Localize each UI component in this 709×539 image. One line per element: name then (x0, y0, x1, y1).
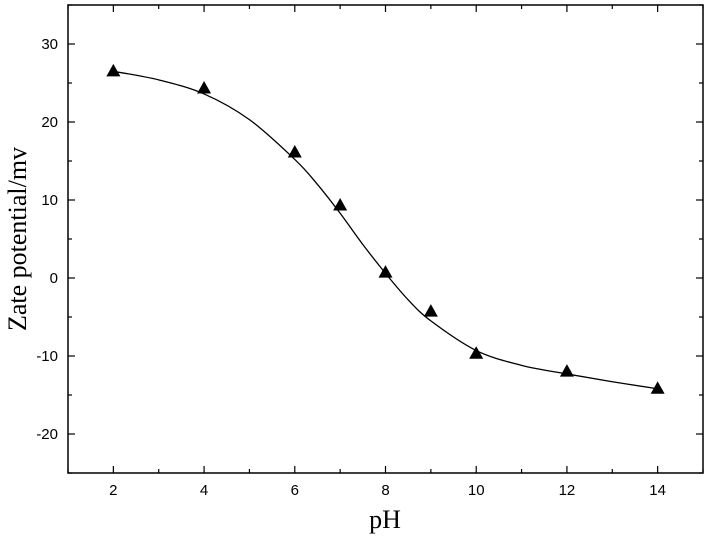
data-point-triangle (197, 81, 212, 94)
data-point-triangle (423, 304, 438, 317)
y-tick-label: -20 (36, 426, 58, 443)
x-tick-label: 12 (559, 482, 576, 499)
x-tick-label: 4 (200, 482, 208, 499)
y-tick-label: -10 (36, 348, 58, 365)
y-tick-label: 10 (41, 192, 58, 209)
x-axis-ticks: 2 4 6 8 10 12 14 (67, 5, 704, 499)
fit-curve (113, 70, 658, 390)
data-point-triangle (469, 346, 484, 359)
data-point-triangle (559, 364, 574, 377)
y-tick-label: 30 (41, 36, 58, 53)
y-tick-label: 0 (50, 270, 58, 287)
data-point-triangle (106, 63, 121, 77)
y-axis-title: Zate potential/mv (3, 147, 32, 331)
plot-frame (67, 4, 704, 474)
data-points (106, 63, 665, 394)
x-axis-title: pH (369, 505, 401, 534)
data-point-triangle (287, 144, 302, 158)
data-point-triangle (333, 198, 348, 211)
x-tick-label: 2 (109, 482, 117, 499)
data-point-triangle (650, 381, 665, 394)
y-tick-label: 20 (41, 114, 58, 131)
x-tick-label: 8 (381, 482, 389, 499)
y-axis-ticks: 30 20 10 0 -10 -20 (36, 4, 703, 474)
data-point-triangle (378, 265, 393, 278)
x-tick-label: 6 (291, 482, 299, 499)
x-tick-label: 14 (649, 482, 666, 499)
x-tick-label: 10 (468, 482, 485, 499)
